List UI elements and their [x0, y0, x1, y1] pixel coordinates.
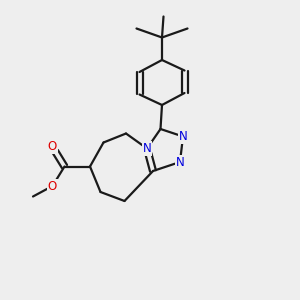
Text: N: N — [178, 130, 188, 143]
Text: O: O — [48, 140, 57, 154]
Text: N: N — [142, 142, 152, 155]
Text: O: O — [48, 179, 57, 193]
Text: N: N — [176, 155, 184, 169]
